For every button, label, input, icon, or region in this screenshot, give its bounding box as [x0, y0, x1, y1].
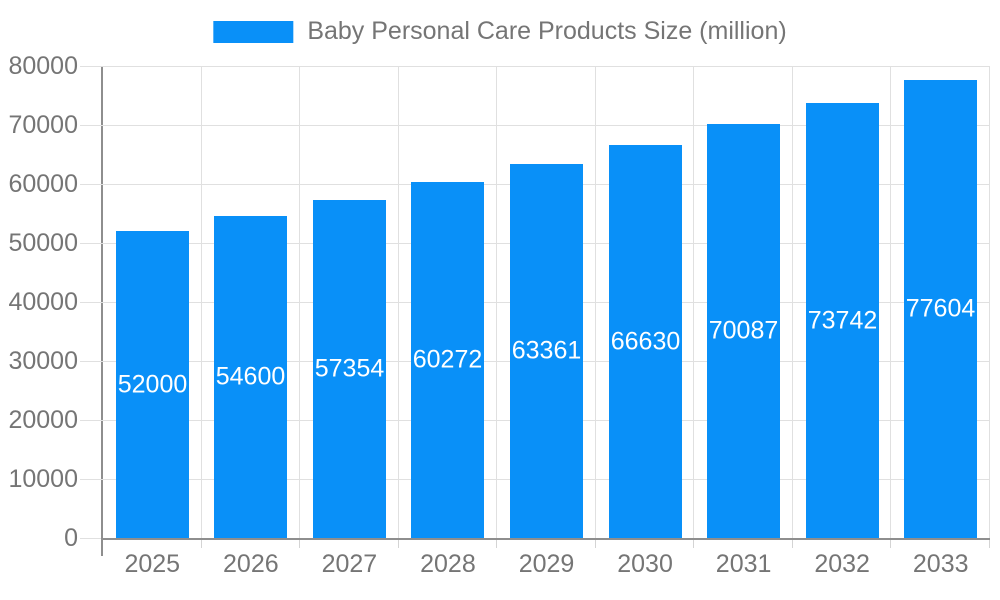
y-axis-tick-label: 20000: [8, 406, 78, 434]
x-axis-tick-label: 2032: [814, 550, 870, 578]
y-axis-line-tick: [101, 540, 103, 556]
x-axis-tick: [989, 540, 990, 548]
x-axis-tick-label: 2033: [912, 550, 969, 578]
x-axis-tick-label: 2028: [420, 550, 476, 578]
gridline-vertical: [201, 66, 202, 538]
bar-value-label: 66630: [610, 327, 681, 355]
x-axis-tick-label: 2029: [518, 550, 575, 578]
x-axis-tick: [792, 540, 793, 548]
bar-2031[interactable]: 70087: [707, 124, 780, 538]
y-axis-tick-label: 70000: [8, 111, 78, 139]
y-axis-tick: [80, 538, 101, 539]
x-axis-tick-label: 2025: [124, 550, 181, 578]
gridline-vertical: [496, 66, 497, 538]
x-axis-tick: [398, 540, 399, 548]
gridline-vertical: [792, 66, 793, 538]
y-axis-tick-label: 50000: [8, 229, 78, 257]
bar-2032[interactable]: 73742: [806, 103, 879, 538]
bar-2025[interactable]: 52000: [116, 231, 189, 538]
gridline-vertical: [890, 66, 891, 538]
bar-value-label: 63361: [511, 336, 582, 365]
legend-swatch-icon: [213, 20, 294, 43]
bar-value-label: 57354: [314, 354, 385, 383]
gridline-vertical: [299, 66, 300, 538]
x-axis-tick: [890, 540, 891, 548]
bar-value-label: 70087: [708, 316, 779, 345]
x-axis-tick-label: 2031: [715, 550, 772, 578]
y-axis-tick-label: 40000: [8, 288, 78, 316]
x-axis-tick: [201, 540, 202, 548]
y-axis-tick-label: 10000: [8, 465, 78, 493]
gridline-vertical: [595, 66, 596, 538]
bar-value-label: 54600: [215, 362, 286, 391]
bar-value-label: 73742: [807, 306, 878, 334]
bar-2028[interactable]: 60272: [411, 182, 484, 538]
legend-item[interactable]: Baby Personal Care Products Size (millio…: [213, 17, 787, 46]
bar-value-label: 52000: [117, 370, 188, 398]
plot-area: 0 10000 20000 30000 40000 50000 60000 70000 8000…: [8, 52, 990, 578]
y-axis-tick-label: 60000: [8, 170, 78, 198]
legend-label: Baby Personal Care Products Size (millio…: [307, 17, 787, 45]
y-axis-tick-label: 80000: [8, 52, 78, 80]
x-axis-tick-label: 2027: [321, 550, 378, 578]
x-axis-tick-label: 2030: [617, 550, 673, 578]
x-axis-tick: [595, 540, 596, 548]
gridline-horizontal: [80, 66, 990, 67]
gridline-vertical: [398, 66, 399, 538]
bar-2033[interactable]: 77604: [904, 80, 977, 538]
x-axis-tick-label: 2026: [223, 550, 279, 578]
y-axis-tick-label: 30000: [8, 347, 78, 375]
gridline-vertical: [989, 66, 990, 538]
x-axis-tick: [693, 540, 694, 548]
bar-2029[interactable]: 63361: [510, 164, 583, 538]
bar-value-label: 77604: [905, 294, 976, 323]
gridline-horizontal: [80, 125, 990, 126]
y-axis-tick-label: 0: [64, 524, 78, 552]
bar-value-label: 60272: [412, 345, 483, 374]
bar-2030[interactable]: 66630: [609, 145, 682, 538]
x-axis-tick: [299, 540, 300, 548]
x-axis-tick: [496, 540, 497, 548]
gridline-vertical: [693, 66, 694, 538]
bar-2026[interactable]: 54600: [214, 216, 287, 538]
bar-2027[interactable]: 57354: [313, 200, 386, 538]
